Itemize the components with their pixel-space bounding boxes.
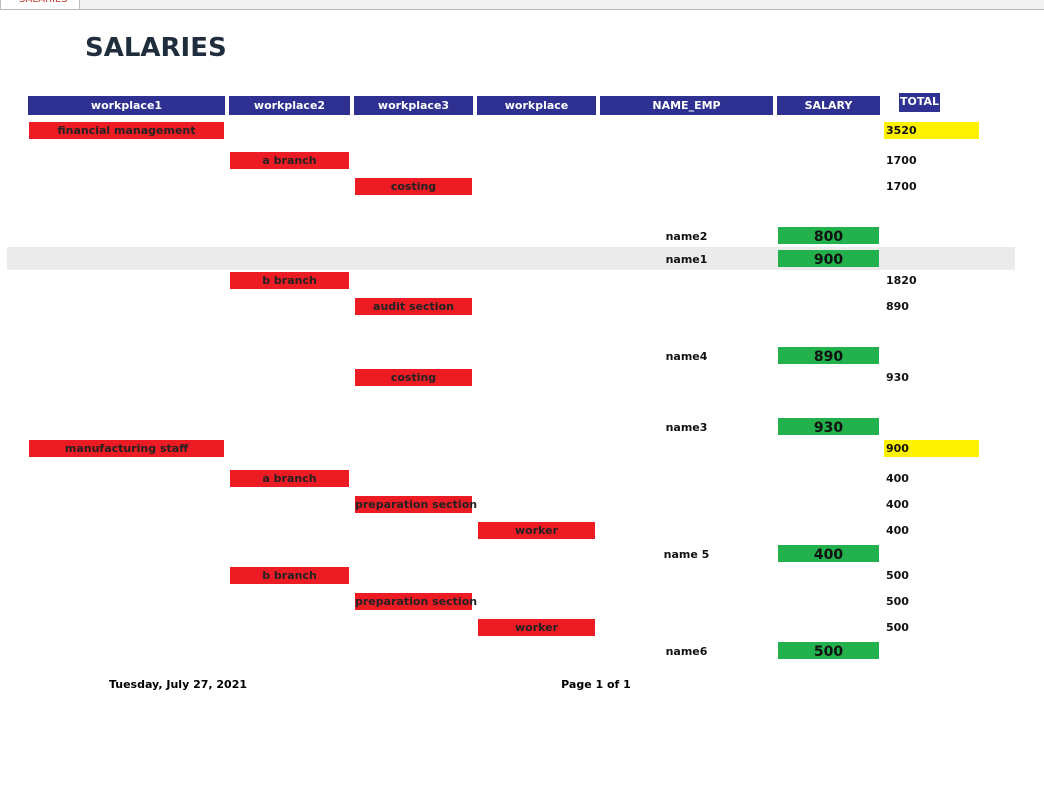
group-label: a branch (230, 470, 349, 487)
footer-date: Tuesday, July 27, 2021 (108, 678, 248, 691)
footer-page: Page 1 of 1 (561, 678, 631, 691)
column-header: workplace (477, 96, 596, 115)
employee-name: name2 (665, 230, 708, 243)
salary-value: 400 (778, 545, 879, 563)
group-label: worker (478, 619, 595, 636)
group-total: 400 (886, 524, 909, 537)
group-label: b branch (230, 567, 349, 584)
column-header: workplace3 (354, 96, 473, 115)
employee-name: name6 (665, 645, 708, 658)
group-label: b branch (230, 272, 349, 289)
group-total: 890 (886, 300, 909, 313)
group-label: costing (355, 369, 472, 386)
group-label: manufacturing staff (29, 440, 224, 457)
column-header: SALARY (777, 96, 880, 115)
group-total: 1700 (886, 180, 917, 193)
group-total: 3520 (884, 122, 979, 139)
group-total: 500 (886, 569, 909, 582)
group-total: 1700 (886, 154, 917, 167)
employee-name: name 5 (663, 548, 710, 561)
report-title: SALARIES (85, 33, 227, 63)
group-total: 900 (884, 440, 979, 457)
column-header: workplace2 (229, 96, 350, 115)
group-label: financial management (29, 122, 224, 139)
group-total: 500 (886, 621, 909, 634)
group-total: 400 (886, 472, 909, 485)
group-label: preparation section (355, 593, 478, 610)
group-label: preparation section (355, 496, 478, 513)
employee-name: name4 (665, 350, 708, 363)
column-header: NAME_EMP (600, 96, 773, 115)
group-total: 1820 (886, 274, 917, 287)
employee-name: name1 (665, 253, 708, 266)
group-label: costing (355, 178, 472, 195)
group-total: 400 (886, 498, 909, 511)
employee-name: name3 (665, 421, 708, 434)
group-label: a branch (230, 152, 349, 169)
group-label: worker (478, 522, 595, 539)
tab-strip (0, 0, 1044, 10)
salary-value: 930 (778, 418, 879, 436)
group-total: 930 (886, 371, 909, 384)
column-header: workplace1 (28, 96, 225, 115)
group-total: 500 (886, 595, 909, 608)
salary-value: 800 (778, 227, 879, 245)
column-header: TOTAL (899, 93, 940, 112)
salary-value: 900 (778, 250, 879, 268)
group-label: audit section (355, 298, 472, 315)
selected-row-highlight (7, 247, 1015, 270)
salary-value: 500 (778, 642, 879, 660)
report-tab[interactable]: SALARIES (0, 0, 80, 10)
salary-value: 890 (778, 347, 879, 365)
